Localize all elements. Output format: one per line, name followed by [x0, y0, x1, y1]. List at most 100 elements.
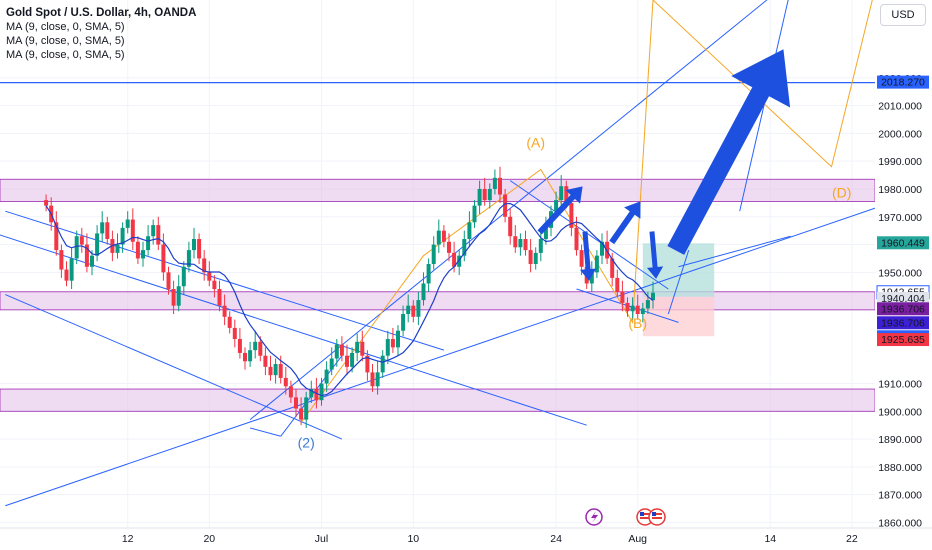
- time-tick-label: Aug: [628, 533, 647, 545]
- candle-body: [222, 305, 227, 317]
- price-tick-label: 1970.000: [878, 212, 922, 224]
- zone-band: [0, 178, 876, 202]
- candle-body: [146, 236, 151, 251]
- candle-body: [640, 308, 645, 315]
- candle-body: [533, 252, 538, 264]
- candle-body: [457, 255, 462, 267]
- candle-body: [554, 200, 559, 212]
- time-tick-label: 24: [550, 533, 562, 545]
- chart-legend: Gold Spot / U.S. Dollar, 4h, OANDA MA (9…: [6, 6, 196, 62]
- candle-body: [186, 250, 191, 267]
- candle-body: [84, 244, 89, 267]
- time-axis[interactable]: 1220Jul1024Aug1422Sep: [0, 527, 932, 545]
- indicator-ma-1[interactable]: MA (9, close, 0, SMA, 5): [6, 21, 125, 33]
- ma-line: [45, 202, 654, 397]
- candle-body: [355, 341, 360, 353]
- flag-edge: [678, 235, 791, 268]
- price-label-bg: [877, 333, 929, 347]
- currency-button[interactable]: USD: [880, 4, 926, 26]
- candle-body: [620, 291, 625, 303]
- candle-body: [135, 241, 140, 259]
- candle-body: [421, 283, 426, 301]
- flag-stripe: [652, 513, 662, 515]
- candle-body: [232, 327, 237, 340]
- economic-events[interactable]: [585, 508, 666, 526]
- candle-body: [370, 372, 375, 387]
- candlesticks: [44, 166, 655, 428]
- candle-body: [635, 305, 640, 315]
- candle-body: [171, 289, 176, 306]
- zone-band: [0, 291, 876, 311]
- time-tick-label: 22: [846, 533, 858, 545]
- candle-body: [283, 377, 288, 387]
- candle-body: [115, 244, 120, 253]
- candle-body: [166, 272, 171, 290]
- candle-body: [477, 188, 482, 206]
- time-tick-label: 14: [764, 533, 776, 545]
- arrow-up-1: [537, 186, 583, 235]
- candle-body: [615, 277, 620, 292]
- candle-body: [360, 341, 365, 356]
- candle-body: [141, 250, 145, 259]
- candle-body: [610, 258, 615, 278]
- time-tick-label: 10: [407, 533, 419, 545]
- candle-body: [594, 255, 599, 273]
- descending-channel-mid: [5, 294, 343, 440]
- wave-labels: (A) (B) (D) (2): [298, 134, 852, 450]
- candle-body: [299, 408, 304, 420]
- candle-body: [197, 238, 202, 259]
- forecast-arrows[interactable]: [537, 49, 791, 281]
- candle-body: [543, 227, 548, 239]
- candle-body: [273, 364, 278, 376]
- candle-body: [59, 250, 64, 270]
- candle-body: [319, 383, 324, 401]
- candle-body: [380, 355, 385, 373]
- candle-body: [523, 238, 528, 251]
- symbol-title[interactable]: Gold Spot / U.S. Dollar, 4h, OANDA: [6, 7, 197, 19]
- candle-body: [120, 227, 125, 245]
- candle-body: [487, 188, 492, 201]
- candle-body: [243, 352, 247, 362]
- candle-body: [396, 330, 400, 348]
- candle-body: [630, 305, 635, 312]
- price-tick-label: 1890.000: [878, 434, 922, 446]
- arrow-up-big: [667, 49, 791, 255]
- price-tick-label: 1900.000: [878, 406, 922, 418]
- candle-body: [472, 205, 477, 223]
- candle-body: [518, 238, 523, 248]
- candle-body: [212, 280, 217, 290]
- candle-body: [69, 258, 74, 281]
- candle-body: [508, 216, 513, 237]
- price-label-bg: [877, 302, 929, 316]
- candle-body: [441, 230, 446, 242]
- candle-body: [390, 339, 395, 348]
- wave-label: (A): [526, 134, 545, 150]
- flag-stripe: [652, 517, 662, 519]
- candle-body: [161, 244, 166, 273]
- candle-body: [130, 219, 135, 242]
- flag-top: [509, 180, 669, 290]
- candle-body: [600, 241, 604, 256]
- flag-stripe: [640, 517, 650, 519]
- candle-body: [156, 225, 161, 245]
- candle-body: [314, 389, 319, 401]
- candle-body: [503, 194, 508, 217]
- price-axis[interactable]: 1860.000 1870.000 1880.000 1890.000 1900.000…: [875, 0, 932, 550]
- candle-body: [248, 350, 253, 362]
- price-tick-label: 1880.000: [878, 462, 922, 474]
- price-tick-label: 2000.000: [878, 128, 922, 140]
- indicator-ma-2[interactable]: MA (9, close, 0, SMA, 5): [6, 35, 125, 47]
- candle-body: [447, 241, 451, 253]
- price-tick-label: 1990.000: [878, 156, 922, 168]
- candle-body: [324, 369, 329, 384]
- candle-body: [416, 300, 421, 317]
- price-tick-label: 1910.000: [878, 378, 922, 390]
- candle-body: [482, 188, 487, 201]
- indicator-ma-3[interactable]: MA (9, close, 0, SMA, 5): [6, 49, 125, 61]
- price-tick-label: 1950.000: [878, 267, 922, 279]
- price-label-bg: [877, 316, 929, 330]
- price-tick-label: 1870.000: [878, 490, 922, 502]
- candle-body: [227, 316, 232, 328]
- candle-body: [538, 238, 543, 253]
